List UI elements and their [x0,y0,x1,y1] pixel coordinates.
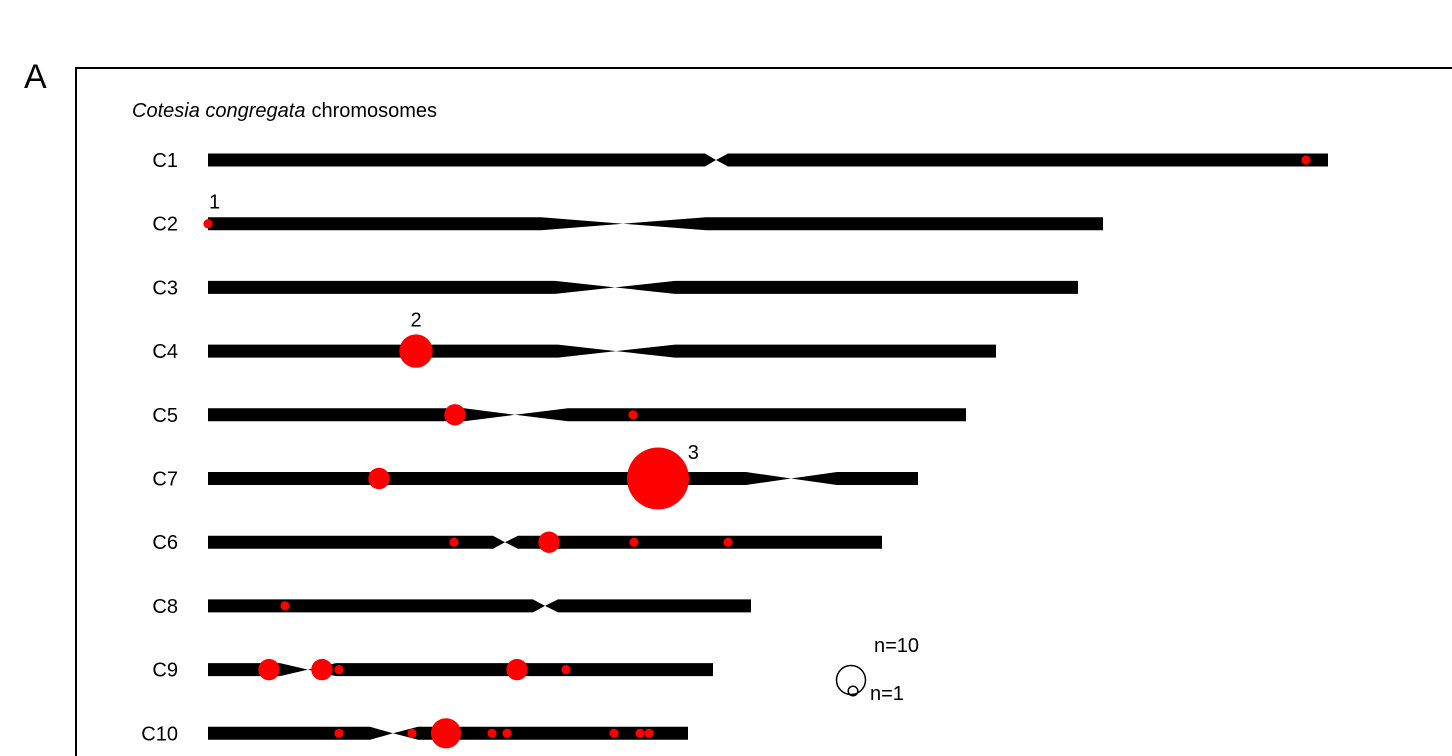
size-legend: n=10 n=1 [835,635,919,705]
legend-label-n10: n=10 [874,635,919,657]
figure-title: Cotesia congregata chromosomes [132,100,437,122]
cluster-group [203,155,1311,749]
chromosome-label: C10 [141,723,178,745]
title-suffix: chromosomes [311,100,437,122]
chromosome-label: C1 [152,150,178,172]
legend-circle-n1 [847,685,859,697]
cluster-marker [407,728,417,738]
cluster-marker [399,334,433,368]
cluster-label: 1 [209,192,220,214]
cluster-marker [506,658,528,681]
cluster-marker [629,537,639,547]
cluster-marker [644,728,654,738]
chromosome-label: C8 [152,596,178,618]
panel-label: A [24,58,47,96]
cluster-marker [430,718,462,749]
chromosome-c7 [208,472,918,485]
chromosome-group: C1 C2 C3 C4 C5 C7 C6 C8 C9 C10 [141,150,1328,745]
cluster-marker [538,531,560,553]
chromosome-label: C6 [152,532,178,554]
legend-label-n1: n=1 [870,683,904,705]
cluster-marker [203,219,213,229]
chromosome-c3 [208,280,1078,294]
cluster-marker [334,665,344,675]
chromosome-c8 [208,599,751,613]
chromosome-label: C9 [152,660,178,682]
cluster-marker [368,467,390,490]
cluster-marker [609,728,619,738]
chromosome-label: C4 [152,341,178,363]
chromosome-label: C2 [152,214,178,236]
cluster-marker [311,658,333,681]
cluster-marker [1301,155,1311,165]
chromosome-c2 [208,217,1103,231]
cluster-marker [723,537,733,547]
cluster-marker [258,658,280,681]
cluster-marker [334,728,344,738]
cluster-marker [635,728,645,738]
cluster-marker [280,601,290,611]
species-name: Cotesia congregata [132,100,305,122]
chromosome-label: C7 [152,469,178,491]
chromosome-c4 [208,344,996,358]
legend-circle-n10 [835,664,867,696]
cluster-marker [502,728,512,738]
chromosome-c1 [208,153,1328,167]
cluster-marker [449,537,459,547]
chromosome-label: C3 [152,277,178,299]
chromosome-c9 [208,663,713,677]
cluster-marker [628,410,638,420]
cluster-marker [627,447,689,510]
cluster-marker [487,728,497,738]
chromosome-label: C5 [152,405,178,427]
chromosome-c5 [208,408,966,422]
panel-frame [75,67,1452,756]
cluster-marker [444,404,466,426]
cluster-label-group: 1 2 3 [209,192,699,464]
cluster-label: 2 [410,309,421,331]
cluster-label: 3 [688,442,699,464]
cluster-marker [561,665,571,675]
